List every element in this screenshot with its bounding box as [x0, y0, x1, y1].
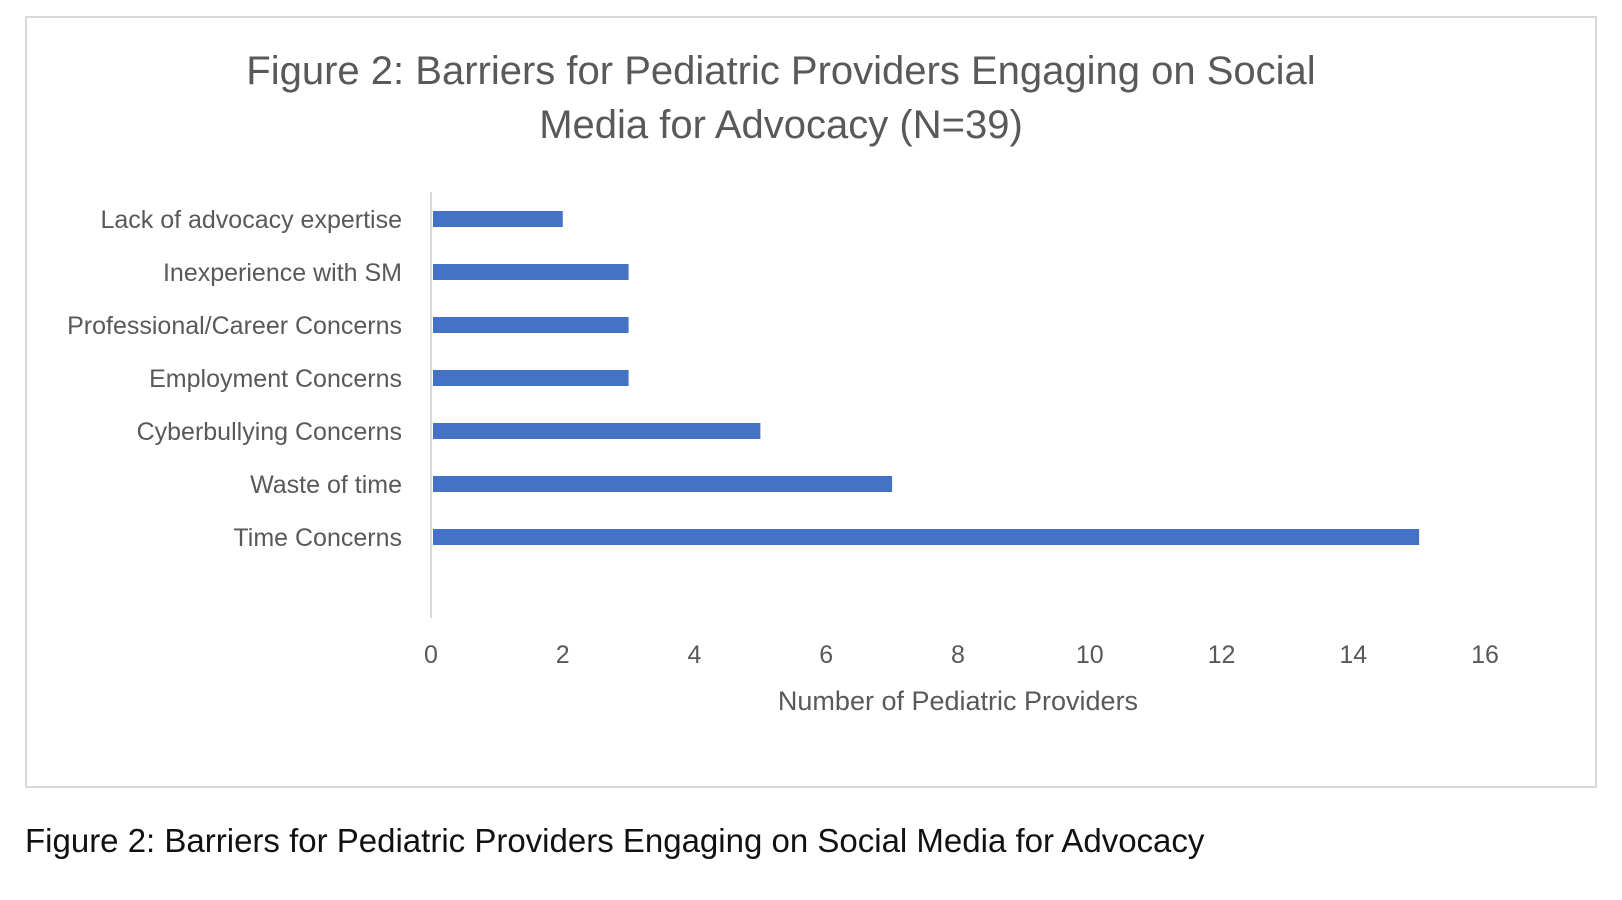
category-label: Professional/Career Concerns [67, 312, 402, 340]
bar [433, 529, 1420, 545]
x-tick-label: 6 [819, 641, 833, 669]
chart-title-line: Figure 2: Barriers for Pediatric Provide… [246, 49, 1315, 93]
x-axis-label: Number of Pediatric Providers [778, 686, 1138, 716]
category-label: Lack of advocacy expertise [100, 206, 402, 234]
bar [433, 370, 629, 386]
x-tick-label: 4 [688, 641, 702, 669]
category-label: Cyberbullying Concerns [137, 418, 402, 446]
bar [433, 423, 761, 439]
x-tick-label: 0 [424, 641, 438, 669]
bar-chart: Figure 2: Barriers for Pediatric Provide… [67, 49, 1499, 716]
chart-frame: Figure 2: Barriers for Pediatric Provide… [25, 16, 1597, 788]
category-label: Time Concerns [233, 524, 402, 552]
x-tick-label: 8 [951, 641, 965, 669]
x-tick-label: 10 [1076, 641, 1104, 669]
bar [433, 317, 629, 333]
x-tick-label: 16 [1471, 641, 1499, 669]
bar [433, 211, 563, 227]
x-tick-label: 14 [1339, 641, 1367, 669]
figure-caption: Figure 2: Barriers for Pediatric Provide… [25, 822, 1205, 859]
x-tick-label: 2 [556, 641, 570, 669]
chart-title-line: Media for Advocacy (N=39) [539, 103, 1023, 147]
category-label: Employment Concerns [149, 365, 402, 393]
bar [433, 264, 629, 280]
category-label: Inexperience with SM [163, 259, 402, 287]
x-tick-label: 12 [1208, 641, 1236, 669]
bar [433, 476, 893, 492]
category-label: Waste of time [250, 471, 402, 499]
